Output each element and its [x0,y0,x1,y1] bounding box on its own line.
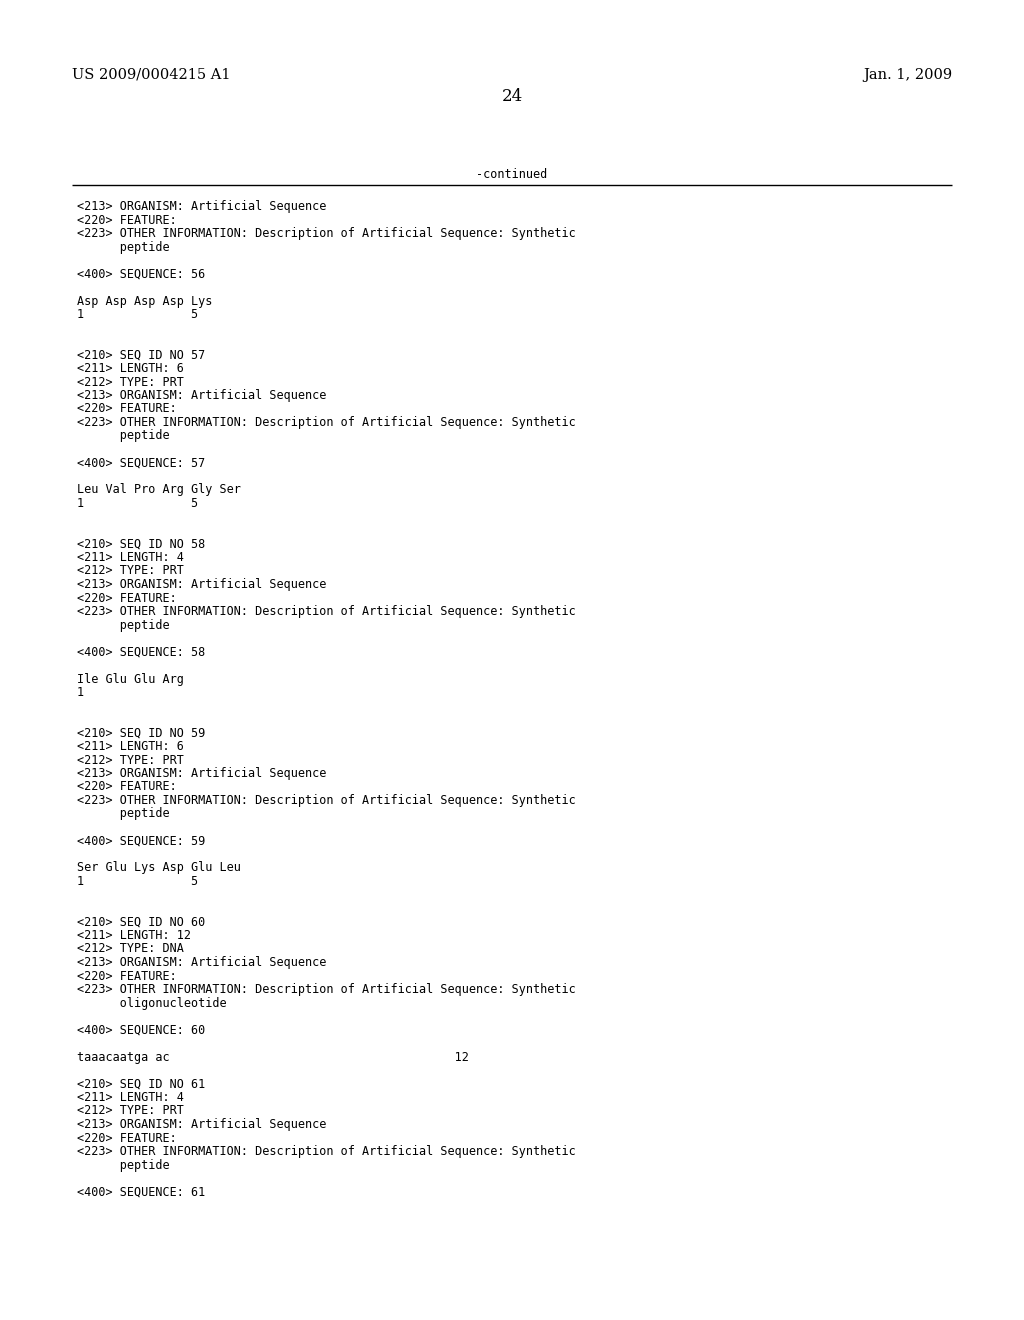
Text: <400> SEQUENCE: 56: <400> SEQUENCE: 56 [77,268,205,281]
Text: <220> FEATURE:: <220> FEATURE: [77,591,177,605]
Text: <400> SEQUENCE: 57: <400> SEQUENCE: 57 [77,457,205,470]
Text: 1               5: 1 5 [77,875,198,888]
Text: peptide: peptide [77,808,170,821]
Text: <211> LENGTH: 12: <211> LENGTH: 12 [77,929,191,942]
Text: <223> OTHER INFORMATION: Description of Artificial Sequence: Synthetic: <223> OTHER INFORMATION: Description of … [77,605,575,618]
Text: Asp Asp Asp Asp Lys: Asp Asp Asp Asp Lys [77,294,212,308]
Text: Jan. 1, 2009: Jan. 1, 2009 [863,69,952,82]
Text: <210> SEQ ID NO 57: <210> SEQ ID NO 57 [77,348,205,362]
Text: peptide: peptide [77,240,170,253]
Text: <400> SEQUENCE: 60: <400> SEQUENCE: 60 [77,1023,205,1036]
Text: <220> FEATURE:: <220> FEATURE: [77,214,177,227]
Text: <223> OTHER INFORMATION: Description of Artificial Sequence: Synthetic: <223> OTHER INFORMATION: Description of … [77,416,575,429]
Text: oligonucleotide: oligonucleotide [77,997,226,1010]
Text: peptide: peptide [77,619,170,631]
Text: <213> ORGANISM: Artificial Sequence: <213> ORGANISM: Artificial Sequence [77,767,327,780]
Text: 24: 24 [502,88,522,106]
Text: -continued: -continued [476,168,548,181]
Text: <212> TYPE: PRT: <212> TYPE: PRT [77,754,184,767]
Text: <212> TYPE: PRT: <212> TYPE: PRT [77,565,184,578]
Text: <223> OTHER INFORMATION: Description of Artificial Sequence: Synthetic: <223> OTHER INFORMATION: Description of … [77,1144,575,1158]
Text: <213> ORGANISM: Artificial Sequence: <213> ORGANISM: Artificial Sequence [77,1118,327,1131]
Text: <210> SEQ ID NO 60: <210> SEQ ID NO 60 [77,916,205,928]
Text: <223> OTHER INFORMATION: Description of Artificial Sequence: Synthetic: <223> OTHER INFORMATION: Description of … [77,227,575,240]
Text: <213> ORGANISM: Artificial Sequence: <213> ORGANISM: Artificial Sequence [77,389,327,403]
Text: Leu Val Pro Arg Gly Ser: Leu Val Pro Arg Gly Ser [77,483,241,496]
Text: US 2009/0004215 A1: US 2009/0004215 A1 [72,69,230,82]
Text: <213> ORGANISM: Artificial Sequence: <213> ORGANISM: Artificial Sequence [77,578,327,591]
Text: <223> OTHER INFORMATION: Description of Artificial Sequence: Synthetic: <223> OTHER INFORMATION: Description of … [77,983,575,997]
Text: <220> FEATURE:: <220> FEATURE: [77,1131,177,1144]
Text: peptide: peptide [77,429,170,442]
Text: <211> LENGTH: 4: <211> LENGTH: 4 [77,550,184,564]
Text: <212> TYPE: PRT: <212> TYPE: PRT [77,1105,184,1118]
Text: <210> SEQ ID NO 61: <210> SEQ ID NO 61 [77,1077,205,1090]
Text: Ser Glu Lys Asp Glu Leu: Ser Glu Lys Asp Glu Leu [77,862,241,874]
Text: <210> SEQ ID NO 59: <210> SEQ ID NO 59 [77,726,205,739]
Text: 1: 1 [77,686,84,700]
Text: 1               5: 1 5 [77,308,198,321]
Text: <211> LENGTH: 6: <211> LENGTH: 6 [77,741,184,752]
Text: <400> SEQUENCE: 61: <400> SEQUENCE: 61 [77,1185,205,1199]
Text: 1               5: 1 5 [77,498,198,510]
Text: <211> LENGTH: 6: <211> LENGTH: 6 [77,362,184,375]
Text: <220> FEATURE:: <220> FEATURE: [77,969,177,982]
Text: <212> TYPE: PRT: <212> TYPE: PRT [77,375,184,388]
Text: <220> FEATURE:: <220> FEATURE: [77,403,177,416]
Text: <400> SEQUENCE: 59: <400> SEQUENCE: 59 [77,834,205,847]
Text: <211> LENGTH: 4: <211> LENGTH: 4 [77,1092,184,1104]
Text: <212> TYPE: DNA: <212> TYPE: DNA [77,942,184,956]
Text: Ile Glu Glu Arg: Ile Glu Glu Arg [77,672,184,685]
Text: <213> ORGANISM: Artificial Sequence: <213> ORGANISM: Artificial Sequence [77,956,327,969]
Text: <220> FEATURE:: <220> FEATURE: [77,780,177,793]
Text: <223> OTHER INFORMATION: Description of Artificial Sequence: Synthetic: <223> OTHER INFORMATION: Description of … [77,795,575,807]
Text: taaacaatga ac                                        12: taaacaatga ac 12 [77,1051,469,1064]
Text: <213> ORGANISM: Artificial Sequence: <213> ORGANISM: Artificial Sequence [77,201,327,213]
Text: peptide: peptide [77,1159,170,1172]
Text: <400> SEQUENCE: 58: <400> SEQUENCE: 58 [77,645,205,659]
Text: <210> SEQ ID NO 58: <210> SEQ ID NO 58 [77,537,205,550]
